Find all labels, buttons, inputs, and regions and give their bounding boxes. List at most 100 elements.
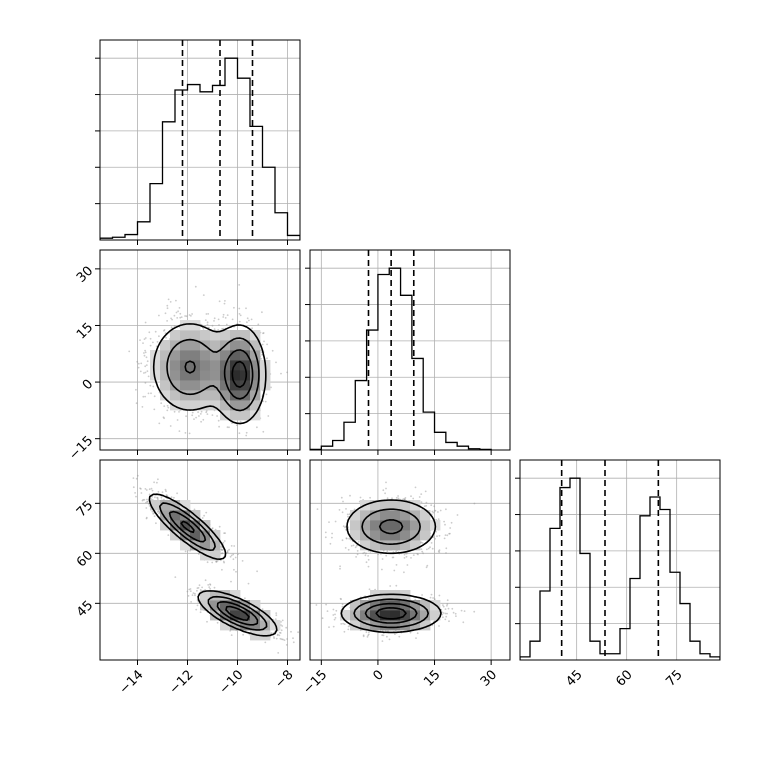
scatter-point bbox=[386, 635, 388, 638]
density-cell bbox=[220, 350, 231, 361]
density-cell bbox=[170, 390, 181, 401]
panel-pair-0-1 bbox=[95, 249, 301, 455]
scatter-point bbox=[146, 370, 149, 373]
density-cell bbox=[210, 610, 221, 621]
scatter-point bbox=[369, 496, 371, 499]
scatter-point bbox=[135, 495, 137, 498]
density-cell bbox=[220, 330, 231, 341]
scatter-point bbox=[153, 481, 156, 484]
density-cell bbox=[180, 380, 191, 391]
scatter-point bbox=[136, 360, 139, 363]
scatter-point bbox=[161, 491, 164, 494]
panel-content bbox=[100, 460, 300, 660]
scatter-point bbox=[173, 496, 175, 499]
scatter-point bbox=[179, 312, 182, 315]
density-cell bbox=[220, 390, 231, 401]
scatter-point bbox=[334, 613, 336, 616]
scatter-point bbox=[292, 641, 295, 644]
scatter-point bbox=[151, 510, 154, 513]
scatter-point bbox=[206, 323, 209, 326]
scatter-point bbox=[166, 320, 169, 322]
scatter-point bbox=[206, 321, 209, 324]
density-cell bbox=[390, 600, 401, 611]
scatter-point bbox=[191, 594, 194, 596]
density-cell bbox=[360, 610, 371, 621]
scatter-point bbox=[166, 404, 169, 407]
density-cell bbox=[350, 620, 361, 631]
contour-line bbox=[166, 337, 260, 412]
scatter-point bbox=[173, 410, 176, 413]
scatter-point bbox=[171, 318, 174, 321]
scatter-point bbox=[237, 553, 239, 556]
scatter-point bbox=[198, 584, 201, 587]
scatter-point bbox=[347, 628, 350, 631]
histogram-outline bbox=[520, 477, 720, 660]
scatter-point bbox=[148, 331, 151, 334]
scatter-point bbox=[273, 637, 275, 639]
scatter-point bbox=[290, 630, 292, 633]
scatter-point bbox=[335, 609, 338, 612]
scatter-point bbox=[194, 594, 196, 597]
density-cell bbox=[200, 380, 211, 391]
density-cell bbox=[230, 590, 241, 601]
scatter-point bbox=[404, 497, 407, 499]
scatter-point bbox=[434, 537, 436, 540]
scatter-point bbox=[246, 317, 249, 320]
density-cell bbox=[200, 330, 211, 341]
contour-line bbox=[364, 519, 418, 624]
scatter-point bbox=[163, 405, 166, 407]
contour-line bbox=[180, 520, 250, 621]
scatter-point bbox=[224, 300, 226, 302]
contour-line bbox=[375, 607, 407, 620]
scatter-point bbox=[271, 349, 274, 352]
scatter-point bbox=[144, 488, 147, 490]
scatter-point bbox=[422, 552, 424, 555]
density-cell bbox=[190, 540, 201, 551]
scatter-point bbox=[389, 585, 392, 587]
density-cell bbox=[390, 520, 401, 531]
scatter-point bbox=[385, 554, 388, 557]
scatter-point bbox=[406, 564, 409, 566]
scatter-point bbox=[341, 605, 344, 608]
panel-hist-2 bbox=[515, 459, 721, 661]
scatter-point bbox=[340, 598, 342, 600]
scatter-point bbox=[170, 317, 173, 320]
scatter-point bbox=[421, 594, 423, 596]
scatter-point bbox=[364, 554, 367, 557]
scatter-point bbox=[444, 534, 447, 536]
scatter-point bbox=[184, 432, 187, 434]
scatter-point bbox=[442, 605, 445, 608]
scatter-point bbox=[386, 497, 389, 500]
scatter-point bbox=[236, 322, 239, 325]
contour-line bbox=[340, 499, 442, 634]
density-cell bbox=[180, 350, 191, 361]
scatter-point bbox=[283, 639, 286, 641]
contour-line bbox=[152, 323, 267, 425]
scatter-point bbox=[381, 640, 384, 642]
scatter-point bbox=[416, 632, 419, 635]
scatter-point bbox=[382, 489, 385, 492]
scatter-point bbox=[256, 570, 258, 573]
density-cell bbox=[250, 370, 261, 381]
scatter-point bbox=[433, 509, 436, 512]
scatter-point bbox=[248, 633, 251, 636]
density-cell bbox=[180, 320, 191, 331]
scatter-point bbox=[165, 494, 168, 496]
density-cell bbox=[160, 500, 171, 511]
scatter-point bbox=[433, 505, 436, 508]
scatter-point bbox=[196, 604, 199, 607]
scatter-point bbox=[176, 419, 179, 421]
scatter-point bbox=[429, 596, 432, 599]
scatter-point bbox=[147, 502, 150, 505]
scatter-point bbox=[367, 555, 369, 557]
panel-pair-0-2 bbox=[95, 459, 301, 665]
scatter-point bbox=[353, 508, 356, 511]
scatter-point bbox=[169, 301, 172, 303]
scatter-point bbox=[178, 430, 181, 432]
scatter-point bbox=[222, 313, 225, 316]
scatter-point bbox=[384, 492, 386, 495]
density-cell bbox=[230, 330, 241, 341]
scatter-point bbox=[225, 323, 228, 326]
scatter-point bbox=[438, 625, 440, 627]
